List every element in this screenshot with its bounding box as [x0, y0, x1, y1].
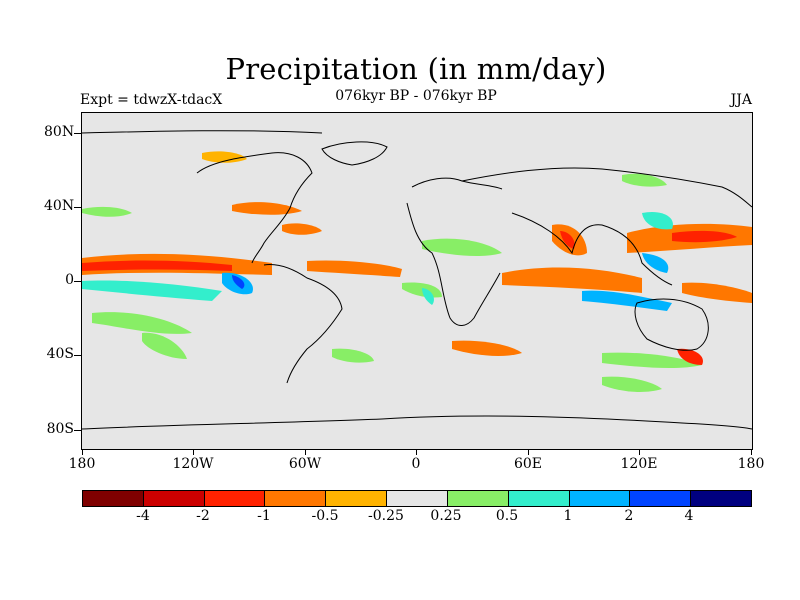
y-tick: [74, 207, 81, 208]
colorbar-label: -1: [257, 508, 271, 524]
colorbar-segment: [630, 491, 692, 506]
colorbar-label: 4: [684, 508, 694, 524]
colorbar-label: -0.5: [311, 508, 339, 524]
colorbar-segment: [447, 491, 509, 506]
x-axis-label-120e: 120E: [620, 456, 658, 472]
colorbar-label: 0.25: [430, 508, 462, 524]
colorbar-segment: [326, 491, 388, 506]
x-tick: [528, 449, 529, 455]
chart-title: Precipitation (in mm/day): [225, 52, 607, 86]
colorbar: [82, 490, 752, 507]
coastlines: [82, 130, 752, 430]
colorbar-segment: [143, 491, 205, 506]
colorbar-label: 0.5: [495, 508, 519, 524]
y-axis-label-40s: 40S: [46, 346, 74, 362]
x-tick: [193, 449, 194, 455]
y-axis-label-40n: 40N: [44, 198, 75, 214]
colorbar-label: 2: [624, 508, 634, 524]
season-label: JJA: [730, 92, 752, 108]
period-label: 076kyr BP - 076kyr BP: [335, 88, 497, 104]
x-axis-label-60e: 60E: [513, 456, 543, 472]
x-tick: [305, 449, 306, 455]
colorbar-segment: [691, 491, 751, 506]
y-tick: [74, 281, 81, 282]
colorbar-label: 1: [563, 508, 573, 524]
colorbar-label: -2: [196, 508, 210, 524]
y-tick: [74, 133, 81, 134]
anomaly-fields: [82, 151, 752, 392]
x-axis-label-180e: 180: [737, 456, 765, 472]
colorbar-segment: [265, 491, 327, 506]
x-tick: [82, 449, 83, 455]
x-axis-label-180w: 180: [68, 456, 96, 472]
colorbar-segment: [387, 491, 448, 506]
colorbar-segment: [508, 491, 570, 506]
colorbar-segment: [569, 491, 631, 506]
experiment-label: Expt = tdwzX-tdacX: [80, 92, 223, 108]
y-axis-label-80n: 80N: [44, 124, 75, 140]
precip-map: [82, 130, 752, 430]
x-axis-label-0: 0: [411, 456, 421, 472]
y-tick: [74, 355, 81, 356]
x-tick: [751, 449, 752, 455]
colorbar-label: -0.25: [368, 508, 404, 524]
y-tick: [74, 430, 81, 431]
y-axis-label-0: 0: [65, 272, 74, 288]
colorbar-segment: [204, 491, 266, 506]
colorbar-label: -4: [136, 508, 150, 524]
x-tick: [416, 449, 417, 455]
x-tick: [639, 449, 640, 455]
x-axis-label-60w: 60W: [288, 456, 322, 472]
colorbar-segment: [83, 491, 144, 506]
y-axis-label-80s: 80S: [46, 421, 74, 437]
x-axis-label-120w: 120W: [172, 456, 214, 472]
map-panel: [81, 112, 753, 450]
